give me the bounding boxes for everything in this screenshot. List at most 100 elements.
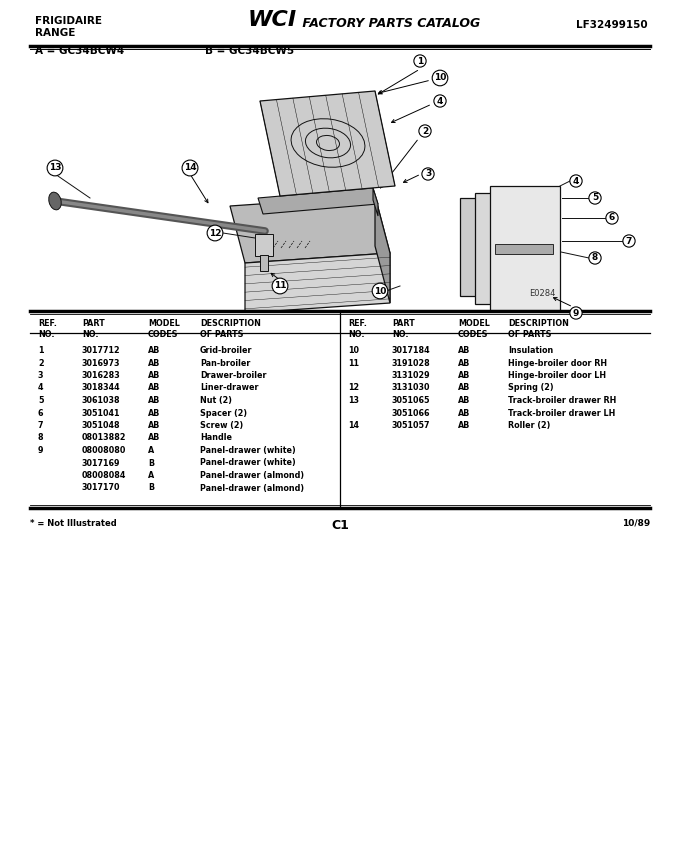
Text: Liner-drawer: Liner-drawer xyxy=(200,384,258,392)
Text: 13: 13 xyxy=(348,396,359,405)
Text: RANGE: RANGE xyxy=(35,28,75,38)
Text: 7: 7 xyxy=(626,236,632,245)
Text: AB: AB xyxy=(458,346,471,355)
Text: 3051066: 3051066 xyxy=(392,409,430,417)
Text: DESCRIPTION
OF PARTS: DESCRIPTION OF PARTS xyxy=(200,319,261,339)
Text: AB: AB xyxy=(458,421,471,430)
Text: Roller (2): Roller (2) xyxy=(508,421,550,430)
Text: Track-broiler drawer LH: Track-broiler drawer LH xyxy=(508,409,615,417)
Text: 2: 2 xyxy=(38,359,44,367)
Polygon shape xyxy=(258,188,378,214)
Text: PART
NO.: PART NO. xyxy=(82,319,105,339)
Text: 6: 6 xyxy=(38,409,44,417)
Text: 3018344: 3018344 xyxy=(82,384,120,392)
Text: MODEL
CODES: MODEL CODES xyxy=(458,319,490,339)
Text: 3016973: 3016973 xyxy=(82,359,120,367)
Text: 3: 3 xyxy=(425,170,431,178)
Text: 2: 2 xyxy=(422,126,428,135)
Text: AB: AB xyxy=(148,346,160,355)
Text: 8: 8 xyxy=(38,434,44,443)
Text: 3051048: 3051048 xyxy=(82,421,120,430)
Text: 08013882: 08013882 xyxy=(82,434,126,443)
Text: 13: 13 xyxy=(49,164,61,172)
Text: AB: AB xyxy=(148,371,160,380)
Text: Hinge-broiler door RH: Hinge-broiler door RH xyxy=(508,359,607,367)
Text: B = GC34BCW5: B = GC34BCW5 xyxy=(205,46,294,56)
Text: AB: AB xyxy=(148,396,160,405)
Text: 3017184: 3017184 xyxy=(392,346,430,355)
Text: 3: 3 xyxy=(38,371,44,380)
Text: 4: 4 xyxy=(573,177,579,185)
Text: 08008080: 08008080 xyxy=(82,446,126,455)
Text: E0284: E0284 xyxy=(528,289,555,298)
Text: REF.
NO.: REF. NO. xyxy=(348,319,367,339)
Text: 3017170: 3017170 xyxy=(82,483,120,493)
Text: DESCRIPTION
OF PARTS: DESCRIPTION OF PARTS xyxy=(508,319,569,339)
Text: 12: 12 xyxy=(348,384,359,392)
Text: AB: AB xyxy=(148,359,160,367)
Text: Screw (2): Screw (2) xyxy=(200,421,243,430)
Text: FRIGIDAIRE: FRIGIDAIRE xyxy=(35,16,102,26)
Text: 4: 4 xyxy=(38,384,44,392)
Text: AB: AB xyxy=(458,359,471,367)
Text: Insulation: Insulation xyxy=(508,346,554,355)
Text: AB: AB xyxy=(458,371,471,380)
Text: 4: 4 xyxy=(437,96,443,106)
Text: Handle: Handle xyxy=(200,434,232,443)
Ellipse shape xyxy=(49,192,61,210)
Text: Panel-drawer (almond): Panel-drawer (almond) xyxy=(200,471,304,480)
Text: Hinge-broiler door LH: Hinge-broiler door LH xyxy=(508,371,606,380)
Text: MODEL
CODES: MODEL CODES xyxy=(148,319,180,339)
Text: 10: 10 xyxy=(348,346,359,355)
Text: A: A xyxy=(148,471,154,480)
Text: 10/89: 10/89 xyxy=(622,519,650,528)
Text: 11: 11 xyxy=(348,359,359,367)
Text: 9: 9 xyxy=(573,308,579,318)
Text: 5: 5 xyxy=(592,193,598,203)
Bar xyxy=(475,193,540,304)
Text: A: A xyxy=(148,446,154,455)
Text: 14: 14 xyxy=(348,421,359,430)
Bar xyxy=(495,244,553,254)
Text: 3017169: 3017169 xyxy=(82,458,120,468)
Text: 08008084: 08008084 xyxy=(82,471,126,480)
Text: AB: AB xyxy=(458,396,471,405)
Text: Drawer-broiler: Drawer-broiler xyxy=(200,371,267,380)
Text: Track-broiler drawer RH: Track-broiler drawer RH xyxy=(508,396,616,405)
Text: FACTORY PARTS CATALOG: FACTORY PARTS CATALOG xyxy=(298,17,480,30)
Text: 3131029: 3131029 xyxy=(392,371,430,380)
Text: 1: 1 xyxy=(38,346,44,355)
Text: 9: 9 xyxy=(38,446,44,455)
Bar xyxy=(460,198,520,296)
Text: 3061038: 3061038 xyxy=(82,396,120,405)
Text: 14: 14 xyxy=(184,164,197,172)
Polygon shape xyxy=(373,188,378,216)
Text: 1: 1 xyxy=(417,56,423,66)
Text: AB: AB xyxy=(148,421,160,430)
Polygon shape xyxy=(375,196,390,303)
Polygon shape xyxy=(245,253,390,313)
Text: B: B xyxy=(148,483,154,493)
Text: WCI: WCI xyxy=(248,10,297,30)
Text: * = Not Illustrated: * = Not Illustrated xyxy=(30,519,117,528)
Text: Spring (2): Spring (2) xyxy=(508,384,554,392)
Text: Pan-broiler: Pan-broiler xyxy=(200,359,250,367)
Text: LF32499150: LF32499150 xyxy=(577,20,648,30)
Text: 10: 10 xyxy=(434,74,446,82)
Text: 7: 7 xyxy=(38,421,44,430)
Text: PART
NO.: PART NO. xyxy=(392,319,415,339)
Text: 6: 6 xyxy=(609,214,615,223)
Text: 10: 10 xyxy=(374,287,386,295)
Text: Panel-drawer (white): Panel-drawer (white) xyxy=(200,446,296,455)
Text: 8: 8 xyxy=(592,254,598,262)
Text: 11: 11 xyxy=(274,281,286,290)
Text: C1: C1 xyxy=(331,519,349,532)
Text: Panel-drawer (almond): Panel-drawer (almond) xyxy=(200,483,304,493)
Text: AB: AB xyxy=(458,409,471,417)
Text: 12: 12 xyxy=(209,229,221,237)
Text: AB: AB xyxy=(148,434,160,443)
Text: 3051041: 3051041 xyxy=(82,409,120,417)
Text: REF.
NO.: REF. NO. xyxy=(38,319,57,339)
Bar xyxy=(255,234,273,256)
Text: 3016283: 3016283 xyxy=(82,371,121,380)
